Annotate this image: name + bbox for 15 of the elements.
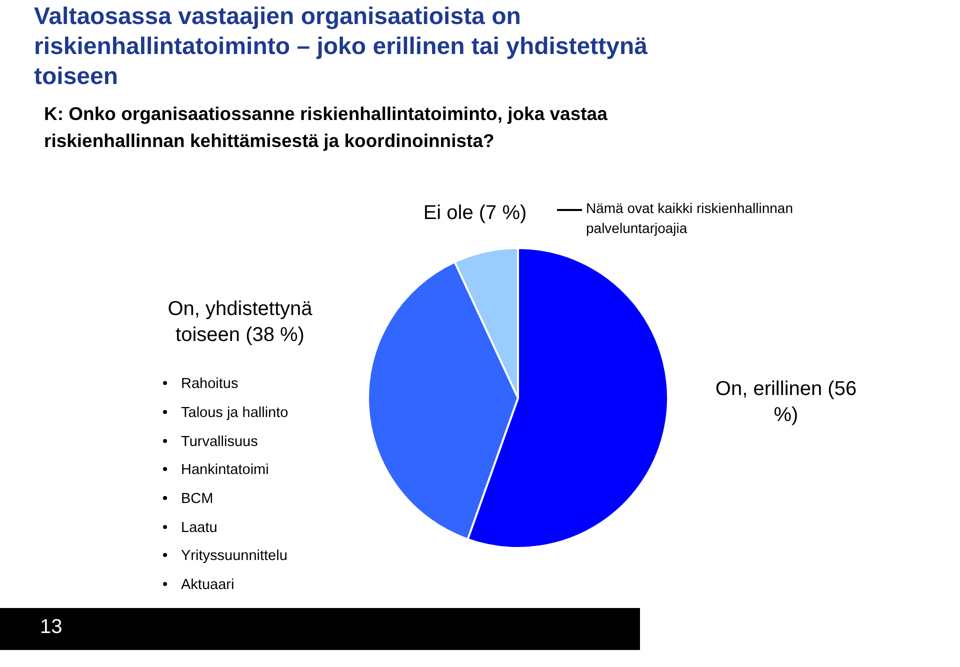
text: BCM: [181, 490, 214, 510]
slice-label: On, erillinen (56 %): [714, 377, 858, 428]
text: Laatu: [181, 518, 218, 538]
chart-title: Valtaosassa vastaajien organisaatioista on riskienhallintatoiminto – joko erillinen tai yhdistettynä toiseen: [34, 2, 648, 92]
slice-label: On, yhdistettynä toiseen (38 %): [166, 297, 314, 348]
text: Yrityssuunnittelu: [181, 547, 288, 566]
text: Rahoitus: [181, 375, 238, 394]
text: Talous ja hallinto: [181, 404, 288, 424]
text: 13: [40, 616, 62, 639]
chart-subtitle: K: Onko organisaatiossanne riskienhallintatoiminto, joka vastaa riskienhallinnan kehittämisestä ja koordinoinnista?: [44, 102, 608, 153]
text: Turvallisuus: [181, 432, 258, 452]
text: Hankintatoimi: [181, 461, 269, 480]
text: Aktuaari: [181, 576, 234, 596]
text: Nämä ovat kaikki riskienhallinnan palveluntarjoajia: [586, 199, 794, 238]
slice-label: Ei ole (7 %): [422, 201, 528, 226]
